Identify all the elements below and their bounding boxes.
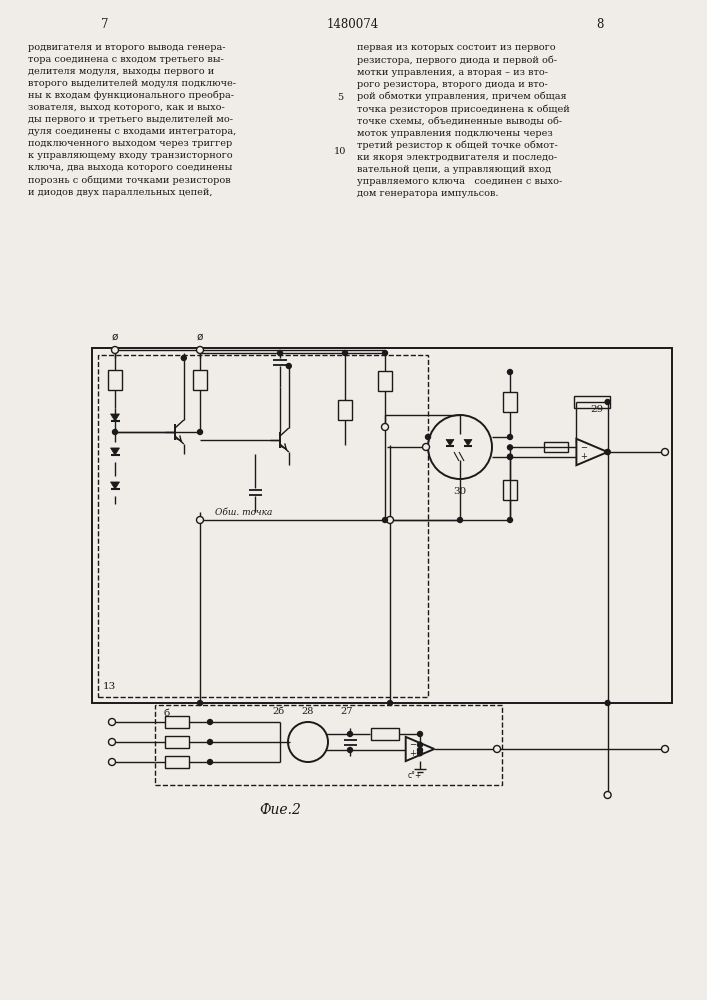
Circle shape — [418, 732, 423, 736]
Text: с°+: с°+ — [408, 771, 422, 780]
Circle shape — [387, 700, 392, 706]
Circle shape — [108, 738, 115, 746]
Bar — [165, 716, 189, 728]
Circle shape — [418, 751, 423, 756]
Text: 10: 10 — [334, 147, 346, 156]
Text: первая из которых состоит из первого
резистора, первого диода и первой об-
мотки: первая из которых состоит из первого рез… — [357, 43, 570, 198]
Polygon shape — [464, 439, 472, 446]
Text: +: + — [580, 452, 587, 461]
Circle shape — [207, 760, 213, 764]
Bar — [574, 396, 610, 408]
Text: 2б: 2б — [272, 707, 284, 716]
Polygon shape — [110, 482, 119, 489]
Circle shape — [207, 720, 213, 724]
Text: б: б — [163, 709, 169, 718]
Circle shape — [457, 518, 462, 522]
Circle shape — [197, 430, 202, 434]
Bar — [98, 355, 428, 697]
Circle shape — [382, 518, 387, 522]
Circle shape — [387, 516, 394, 524]
Circle shape — [418, 742, 423, 747]
Circle shape — [662, 448, 669, 456]
Text: ø: ø — [112, 332, 118, 342]
Circle shape — [662, 746, 669, 752]
Circle shape — [112, 347, 119, 354]
Bar — [165, 756, 189, 768]
Text: 13: 13 — [103, 682, 116, 691]
Bar — [108, 370, 122, 390]
Bar — [155, 705, 502, 785]
Polygon shape — [110, 448, 119, 455]
Text: родвигателя и второго вывода генера-
тора соединена с входом третьего вы-
делите: родвигателя и второго вывода генера- тор… — [28, 43, 236, 197]
Circle shape — [382, 424, 389, 430]
Circle shape — [207, 740, 213, 744]
Circle shape — [605, 450, 610, 454]
Circle shape — [348, 748, 353, 752]
Circle shape — [197, 700, 202, 706]
Circle shape — [508, 445, 513, 450]
Text: −: − — [580, 443, 587, 452]
Circle shape — [197, 516, 204, 524]
Circle shape — [108, 758, 115, 766]
Bar — [338, 400, 352, 420]
Text: Обш. точка: Обш. точка — [215, 508, 272, 517]
Circle shape — [508, 434, 513, 440]
Circle shape — [605, 450, 610, 454]
Bar — [92, 348, 672, 703]
Circle shape — [342, 351, 348, 356]
Bar — [193, 370, 207, 390]
Text: 27: 27 — [340, 707, 353, 716]
Circle shape — [112, 430, 117, 434]
Circle shape — [348, 732, 353, 736]
Circle shape — [278, 351, 283, 356]
Circle shape — [423, 444, 429, 450]
Bar — [544, 442, 568, 452]
Circle shape — [181, 356, 187, 360]
Bar — [378, 371, 392, 391]
Bar — [165, 736, 189, 748]
Circle shape — [493, 746, 501, 752]
Text: Фие.2: Фие.2 — [259, 803, 301, 817]
Text: 8: 8 — [596, 18, 604, 31]
Circle shape — [508, 369, 513, 374]
Circle shape — [108, 718, 115, 726]
Circle shape — [605, 399, 610, 404]
Circle shape — [382, 351, 387, 356]
Circle shape — [508, 454, 513, 460]
Text: 7: 7 — [101, 18, 109, 31]
Circle shape — [288, 722, 328, 762]
Text: −: − — [409, 740, 416, 749]
Text: ø: ø — [197, 332, 203, 342]
Bar — [503, 480, 517, 500]
Bar — [503, 392, 517, 412]
Circle shape — [418, 748, 423, 752]
Text: 5: 5 — [337, 93, 343, 102]
Polygon shape — [446, 439, 454, 446]
Circle shape — [428, 415, 492, 479]
Circle shape — [494, 746, 500, 752]
Bar — [371, 728, 399, 740]
Circle shape — [286, 363, 291, 368]
Circle shape — [197, 347, 204, 354]
Text: 1480074: 1480074 — [327, 18, 379, 31]
Circle shape — [605, 700, 610, 706]
Text: +: + — [409, 749, 416, 758]
Text: 28: 28 — [302, 707, 314, 716]
Polygon shape — [110, 414, 119, 421]
Polygon shape — [406, 737, 434, 761]
Text: 30: 30 — [453, 487, 467, 496]
Text: 29: 29 — [590, 405, 604, 414]
Circle shape — [508, 518, 513, 522]
Polygon shape — [576, 439, 607, 465]
Circle shape — [508, 454, 513, 459]
Circle shape — [426, 434, 431, 440]
Circle shape — [604, 792, 611, 798]
